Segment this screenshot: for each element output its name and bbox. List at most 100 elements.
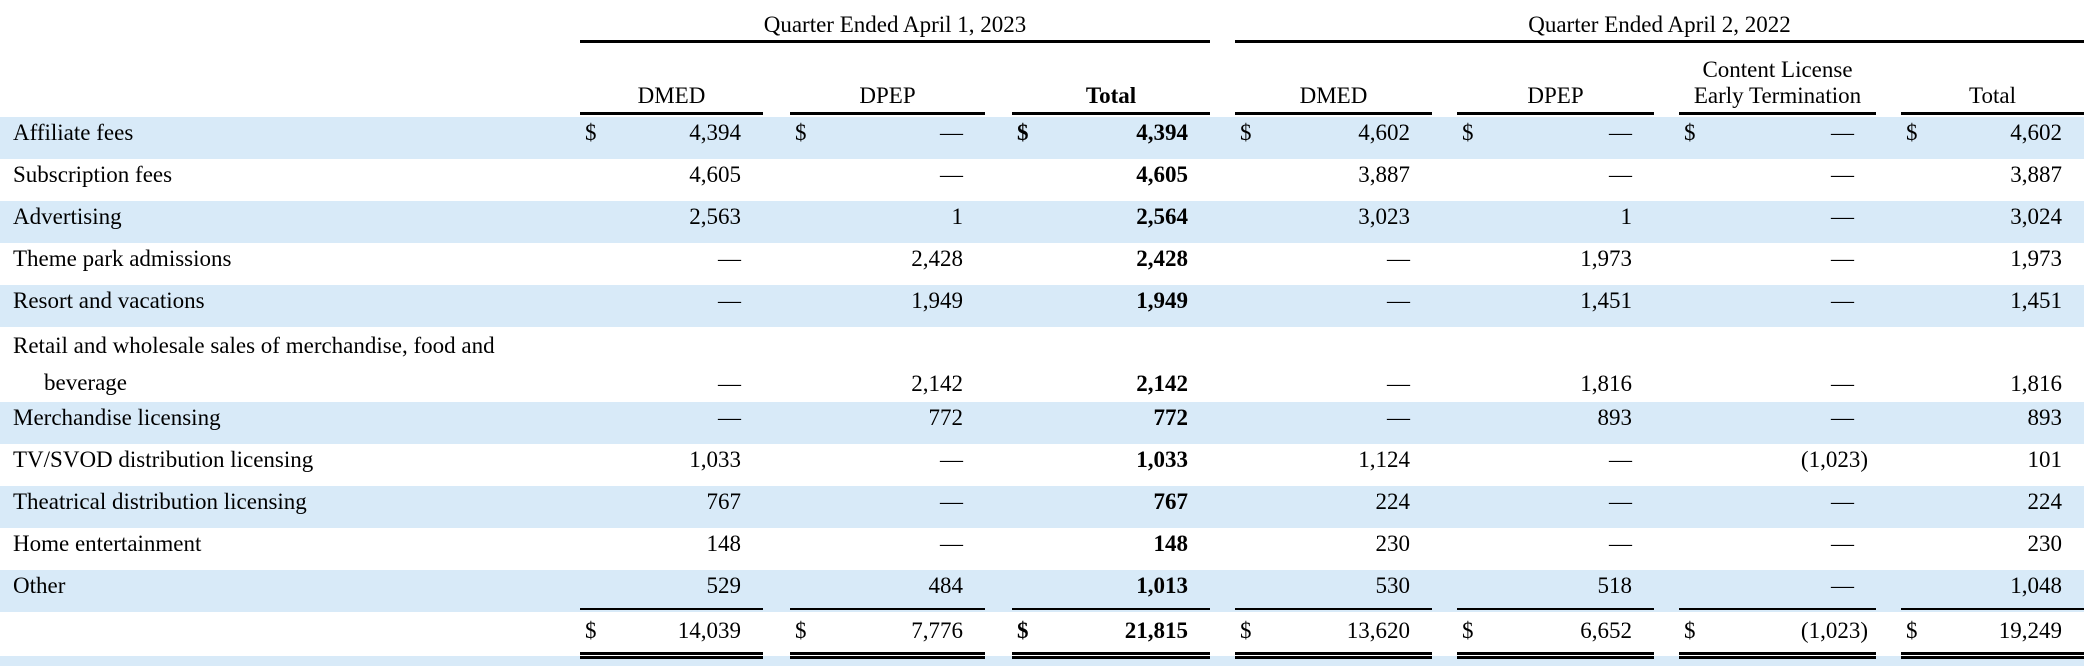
- row-label: Merchandise licensing: [13, 405, 221, 430]
- currency-symbol: $: [1906, 618, 1918, 643]
- table-row: TV/SVOD distribution licensing 1,033 — 1,03…: [0, 444, 2084, 486]
- cell-total-2022: 224: [1901, 487, 2084, 516]
- cell-value: 2,142: [1136, 371, 1188, 396]
- cell-value: 1,124: [1358, 447, 1410, 472]
- cell-value: 3,024: [2010, 204, 2062, 229]
- cell-clet-2022: —: [1679, 286, 1876, 315]
- currency-symbol: $: [1684, 120, 1696, 145]
- row-label-line: Retail and wholesale sales of merchandis…: [13, 333, 495, 358]
- column-header-dpep-2022: DPEP: [1457, 53, 1654, 115]
- cell-value: —: [1387, 371, 1410, 396]
- group-header-q2023: Quarter Ended April 1, 2023: [580, 10, 1210, 43]
- cell-value: 14,039: [677, 618, 741, 643]
- cell-dmed-2023: $14,039: [580, 612, 763, 650]
- currency-symbol: $: [1906, 120, 1918, 145]
- cell-dmed-2022: —: [1235, 286, 1432, 315]
- row-label: Affiliate fees: [13, 120, 134, 145]
- cell-value: 4,602: [2010, 120, 2062, 145]
- cell-value: 893: [2027, 405, 2063, 430]
- row-label: Retail and wholesale sales of merchandis…: [13, 327, 495, 401]
- cell-value: —: [1831, 489, 1854, 514]
- cell-value: (1,023): [1800, 447, 1868, 472]
- cell-value: —: [940, 531, 963, 556]
- table-row: Theme park admissions — 2,428 2,428 — 1,973 — 1…: [0, 243, 2084, 285]
- cell-clet-2022: (1,023): [1679, 445, 1876, 474]
- totals-row: $14,039 $7,776 $21,815 $13,620 $6,652 $ (1,023…: [0, 612, 2084, 654]
- footer-band: [0, 656, 2084, 666]
- cell-value: 4,605: [1136, 162, 1188, 187]
- column-header-content-license-early-termination-2022: Content License Early Termination: [1679, 53, 1876, 115]
- cell-total-2023: 148: [1012, 529, 1210, 558]
- cell-total-2022: 3,024: [1901, 202, 2084, 231]
- double-rule-dpep-2022: [1457, 652, 1654, 659]
- cell-dpep-2023: 772: [790, 403, 985, 432]
- table-row: Other 529 484 1,013 530 518 — 1,048: [0, 570, 2084, 612]
- cell-value: —: [1831, 246, 1854, 271]
- cell-dpep-2023: $ —: [790, 118, 985, 147]
- cell-value: 1,816: [2010, 371, 2062, 396]
- cell-dmed-2023: —: [580, 403, 763, 432]
- cell-value: —: [718, 246, 741, 271]
- row-label: Home entertainment: [13, 531, 202, 556]
- cell-value: 1,949: [911, 288, 963, 313]
- double-rule-total-2022: [1901, 652, 2084, 659]
- cell-total-2022: 893: [1901, 403, 2084, 432]
- cell-total-2022: 1,451: [1901, 286, 2084, 315]
- cell-total-2023: 772: [1012, 403, 1210, 432]
- cell-value: —: [1831, 371, 1854, 396]
- cell-dpep-2023: 2,142: [790, 365, 985, 402]
- cell-value: 4,602: [1358, 120, 1410, 145]
- cell-total-2022: 1,973: [1901, 244, 2084, 273]
- cell-total-2023: 1,013: [1012, 571, 1210, 600]
- cell-value: 1,033: [689, 447, 741, 472]
- cell-value: —: [940, 120, 963, 145]
- cell-value: 1,949: [1136, 288, 1188, 313]
- currency-symbol: $: [585, 618, 597, 643]
- cell-value: 148: [706, 531, 742, 556]
- cell-value: 3,023: [1358, 204, 1410, 229]
- cell-value: 530: [1375, 573, 1411, 598]
- row-label: Subscription fees: [13, 162, 173, 187]
- cell-value: 148: [1153, 531, 1189, 556]
- cell-value: 4,394: [689, 120, 741, 145]
- cell-total-2022: 230: [1901, 529, 2084, 558]
- currency-symbol: $: [795, 120, 807, 145]
- cell-total-2023: 1,949: [1012, 286, 1210, 315]
- cell-dmed-2022: 224: [1235, 487, 1432, 516]
- group-header-q2022: Quarter Ended April 2, 2022: [1235, 10, 2084, 43]
- row-label: Other: [13, 573, 66, 598]
- table-row: Home entertainment 148 — 148 230 — — 230: [0, 528, 2084, 570]
- cell-total-2022: 1,816: [1901, 365, 2084, 402]
- cell-value: 101: [2027, 447, 2063, 472]
- cell-value: —: [1609, 162, 1632, 187]
- cell-total-2023: 767: [1012, 487, 1210, 516]
- table-row: Retail and wholesale sales of merchandis…: [0, 327, 2084, 402]
- cell-dpep-2022: 1,451: [1457, 286, 1654, 315]
- cell-dpep-2023: —: [790, 160, 985, 189]
- cell-value: —: [940, 447, 963, 472]
- row-label: Advertising: [13, 204, 122, 229]
- cell-value: —: [1831, 162, 1854, 187]
- total-rule-dpep-2022: [1457, 608, 1654, 610]
- cell-total-2022: $4,602: [1901, 118, 2084, 147]
- cell-clet-2022: —: [1679, 365, 1876, 402]
- table-row: Affiliate fees $4,394 $ — $4,394 $4,602 $ — $ — $4…: [0, 117, 2084, 159]
- cell-value: 1,451: [1580, 288, 1632, 313]
- cell-dmed-2023: 2,563: [580, 202, 763, 231]
- cell-value: 1,048: [2010, 573, 2062, 598]
- table-row: Subscription fees 4,605 — 4,605 3,887 — — 3,887: [0, 159, 2084, 201]
- cell-value: 2,428: [1136, 246, 1188, 271]
- table-row: Resort and vacations — 1,949 1,949 — 1,451 — 1,…: [0, 285, 2084, 327]
- cell-clet-2022: $ —: [1679, 118, 1876, 147]
- cell-dpep-2023: —: [790, 529, 985, 558]
- cell-value: 772: [1153, 405, 1189, 430]
- cell-value: —: [1387, 405, 1410, 430]
- cell-dpep-2022: —: [1457, 445, 1654, 474]
- cell-value: 3,887: [1358, 162, 1410, 187]
- cell-dpep-2023: —: [790, 487, 985, 516]
- cell-value: —: [1387, 288, 1410, 313]
- cell-value: —: [1609, 120, 1632, 145]
- cell-value: 2,564: [1136, 204, 1188, 229]
- cell-value: —: [1831, 120, 1854, 145]
- cell-total-2023: $4,394: [1012, 118, 1210, 147]
